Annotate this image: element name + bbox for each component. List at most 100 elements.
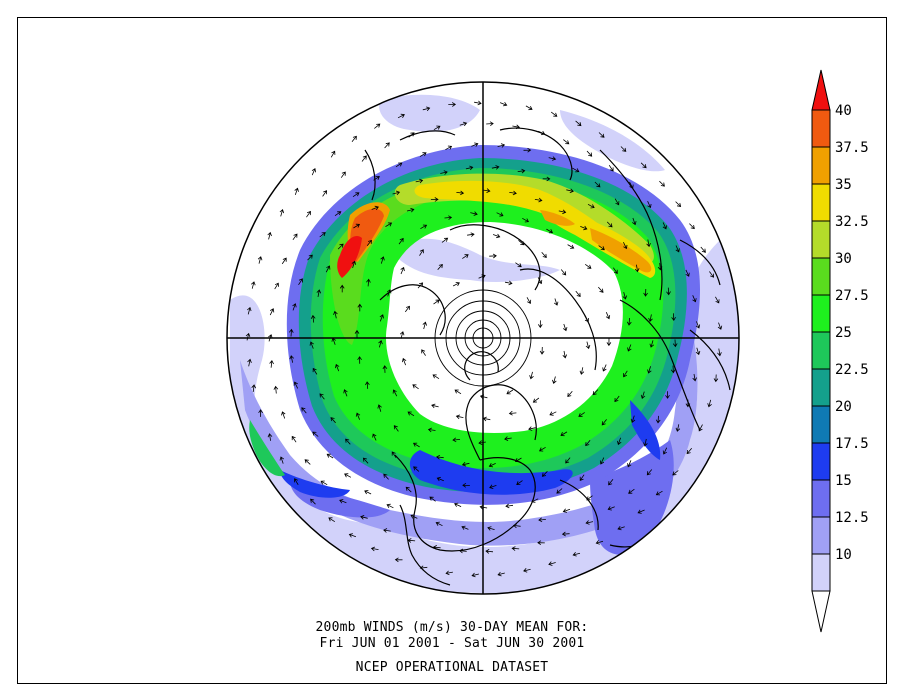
wind-arrow <box>627 344 632 352</box>
wind-arrow <box>452 282 460 287</box>
wind-arrow <box>361 155 367 162</box>
wind-arrow <box>322 190 328 197</box>
wind-arrow <box>566 188 574 194</box>
wind-arrow <box>281 411 286 419</box>
wind-arrow <box>575 290 581 298</box>
colorbar-segment <box>811 257 831 296</box>
coastline <box>619 299 701 431</box>
wind-arrow <box>433 125 441 131</box>
wind-arrow <box>258 409 263 417</box>
wind-arrow <box>328 517 336 523</box>
colorbar-segment <box>811 405 831 444</box>
colorbar-tick-label: 27.5 <box>835 288 869 304</box>
wind-arrow <box>504 436 512 441</box>
wind-arrow <box>435 521 443 527</box>
coastline <box>599 149 663 301</box>
wind-arrow <box>514 457 522 463</box>
colorbar-segment <box>811 294 831 333</box>
wind-arrow <box>602 364 607 372</box>
wind-arrow <box>572 552 581 557</box>
wind-arrow <box>560 269 567 276</box>
wind-arrow <box>643 438 648 447</box>
wind-arrow <box>422 106 431 112</box>
wind-arrow <box>421 349 426 356</box>
wind-arrow <box>269 308 275 316</box>
wind-arrow <box>692 373 697 382</box>
coastline <box>394 454 536 552</box>
wind-arrow <box>459 121 468 127</box>
wind-arrow <box>420 224 428 230</box>
wind-arrow <box>518 239 525 246</box>
wind-arrow <box>628 488 635 494</box>
wind-arrow <box>586 150 593 157</box>
coastline <box>689 329 731 391</box>
wind-arrow <box>560 431 568 437</box>
wind-arrow <box>441 237 449 243</box>
wind-arrow <box>512 124 521 130</box>
wind-arrow <box>383 528 391 533</box>
wind-arrow <box>279 456 285 464</box>
coastline <box>364 149 376 201</box>
wind-arrow <box>626 317 632 326</box>
jet-layer <box>590 228 652 273</box>
wind-arrow <box>608 164 614 172</box>
wind-arrow <box>319 232 326 238</box>
wind-arrow <box>531 498 539 503</box>
wind-arrow <box>404 305 410 313</box>
colorbar-tick-label: 20 <box>835 399 852 415</box>
wind-arrow <box>427 427 436 433</box>
wind-arrow <box>632 217 637 226</box>
wind-arrow <box>662 447 668 455</box>
wind-arrow <box>319 393 325 400</box>
map-disk <box>227 82 739 594</box>
wind-arrow <box>655 490 663 496</box>
wind-arrow <box>497 571 505 577</box>
wind-arrow <box>412 384 419 390</box>
jet-layer <box>414 180 607 239</box>
wind-arrow <box>432 374 440 380</box>
wind-arrow <box>685 269 690 277</box>
wind-arrow <box>267 433 273 441</box>
wind-arrow <box>431 403 439 409</box>
wind-arrow <box>307 254 313 261</box>
wind-arrow <box>352 192 360 198</box>
wind-arrow <box>330 417 336 424</box>
wind-arrow <box>643 288 648 297</box>
wind-arrow <box>412 442 420 448</box>
wind-arrow <box>309 341 314 349</box>
color-legend: 40 37.5 35 32.5 30 27.5 25 22.5 20 17.5 15 12.5 10 <box>811 69 869 633</box>
wind-band-10 <box>230 94 739 594</box>
wind-arrow <box>288 328 294 337</box>
wind-arrow <box>685 399 691 408</box>
wind-arrow <box>370 546 379 552</box>
wind-arrow <box>382 365 388 373</box>
wind-arrow <box>499 101 508 107</box>
colorbar-tick-label: 35 <box>835 177 852 193</box>
wind-arrow <box>537 277 543 285</box>
wind-arrow <box>485 549 494 554</box>
wind-arrow <box>553 298 559 306</box>
wind-arrow <box>541 251 547 259</box>
wind-arrow <box>386 289 392 297</box>
wind-arrow <box>548 156 557 161</box>
wind-arrow <box>659 180 665 187</box>
colorbar-segment <box>811 183 831 222</box>
wind-arrow <box>445 145 453 151</box>
coastline <box>399 130 456 141</box>
colorbar-tick-label: 22.5 <box>835 362 869 378</box>
wind-arrow <box>372 433 377 441</box>
wind-arrow <box>429 496 436 502</box>
wind-arrow <box>482 188 491 193</box>
colorbar-tick-label: 25 <box>835 325 852 341</box>
wind-arrow <box>709 271 715 278</box>
wind-arrow <box>506 389 514 395</box>
wind-arrow <box>599 457 605 465</box>
coastline <box>465 384 537 461</box>
wind-arrow <box>461 525 469 530</box>
jet-layer <box>337 235 362 278</box>
wind-arrow <box>562 323 568 332</box>
wind-arrow <box>430 197 439 202</box>
wind-arrow <box>312 367 318 375</box>
wind-arrow <box>397 113 405 119</box>
wind-arrow <box>634 264 640 273</box>
